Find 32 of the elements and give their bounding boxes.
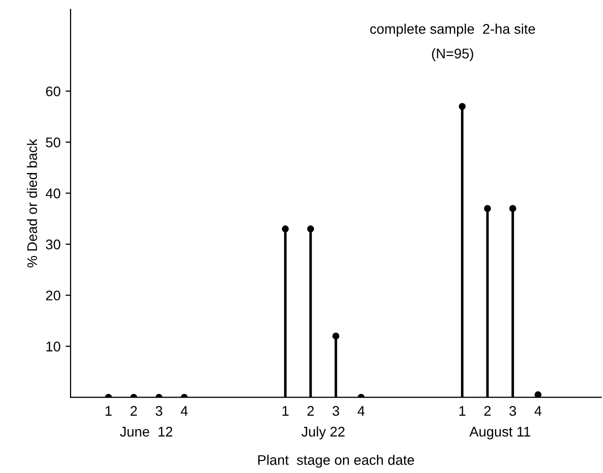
y-tick-label: 20	[46, 290, 60, 300]
y-tick-label: 60	[46, 86, 60, 96]
x-tick-label: 3	[332, 406, 340, 416]
x-tick-label: 1	[106, 406, 112, 416]
x-tick-label: 3	[509, 406, 516, 416]
x-tick-label: 1	[282, 406, 289, 416]
x-tick-label: 4	[180, 406, 188, 416]
text: (N=95)	[432, 48, 474, 62]
point	[458, 102, 466, 110]
x-tick-label: 4	[534, 406, 542, 416]
y-tick-label: 50	[46, 137, 60, 148]
x-tick-label: 4	[358, 406, 365, 416]
point	[534, 391, 542, 398]
y-tick-label: 30	[46, 240, 60, 250]
text: June 12	[120, 426, 172, 437]
point	[282, 225, 289, 232]
point	[332, 332, 340, 340]
x-tick-label: 2	[130, 406, 137, 416]
x-tick-label: 2	[484, 406, 491, 416]
x-axis-title: Plant stage on each date	[258, 454, 414, 468]
point	[509, 205, 516, 212]
x-tick-label: 2	[307, 406, 314, 416]
text: August 11	[469, 426, 530, 440]
text: July 22	[301, 426, 345, 440]
y-tick-label: 10	[46, 342, 60, 352]
y-tick-label: 40	[46, 188, 60, 198]
x-tick-label: 3	[156, 406, 162, 416]
x-tick-label: 1	[459, 406, 466, 416]
point	[307, 225, 314, 232]
point	[484, 205, 491, 212]
y-axis-title: % Dead or died back	[26, 138, 38, 268]
text: complete sample 2-ha site	[370, 24, 535, 37]
